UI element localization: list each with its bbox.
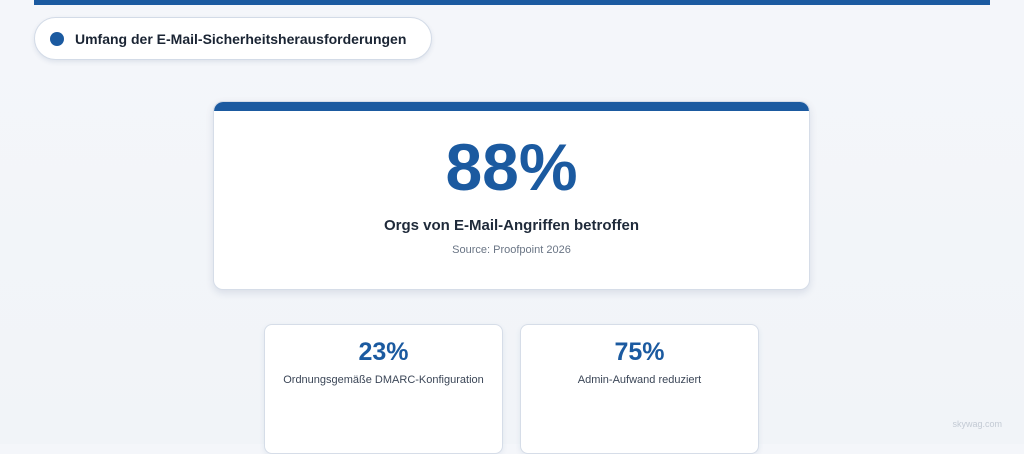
hero-card-accent (214, 102, 809, 111)
stat-card-dmarc: 23% Ordnungsgemäße DMARC-Konfiguration (264, 324, 503, 454)
top-accent-bar (34, 0, 990, 5)
section-header-pill: Umfang der E-Mail-Sicherheitsherausforde… (34, 17, 432, 60)
hero-stat-label: Orgs von E-Mail-Angriffen betroffen (384, 217, 639, 234)
stat-value: 75% (614, 338, 665, 366)
stat-value: 23% (358, 338, 409, 366)
section-title: Umfang der E-Mail-Sicherheitsherausforde… (75, 30, 407, 47)
hero-stat-source: Source: Proofpoint 2026 (452, 244, 571, 256)
hero-stat-card: 88% Orgs von E-Mail-Angriffen betroffen … (213, 101, 810, 290)
bullet-dot-icon (50, 31, 64, 46)
watermark-text: skywag.com (952, 419, 1002, 429)
stat-label: Admin-Aufwand reduziert (577, 374, 702, 386)
stat-label: Ordnungsgemäße DMARC-Konfiguration (283, 374, 484, 386)
stat-card-admin-effort: 75% Admin-Aufwand reduziert (520, 324, 759, 454)
hero-stat-value: 88% (445, 130, 578, 204)
